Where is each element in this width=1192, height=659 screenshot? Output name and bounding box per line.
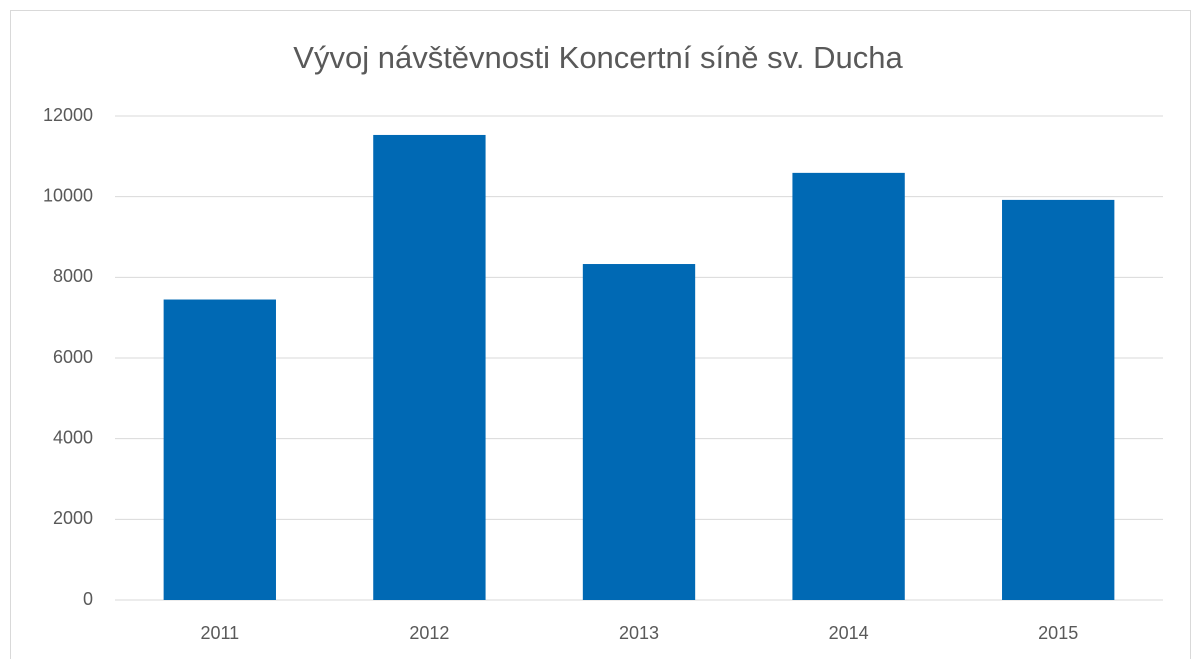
y-tick-label: 4000 — [53, 427, 93, 447]
x-tick-label: 2015 — [1038, 623, 1078, 643]
x-tick-label: 2011 — [200, 623, 239, 643]
x-tick-label: 2012 — [409, 623, 449, 643]
bar — [1002, 199, 1115, 601]
y-tick-label: 0 — [83, 589, 93, 609]
y-tick-label: 8000 — [53, 266, 93, 286]
bar — [582, 264, 696, 600]
y-tick-label: 2000 — [53, 508, 93, 528]
bar — [163, 299, 276, 600]
y-tick-label: 6000 — [53, 347, 93, 367]
bar — [792, 172, 905, 600]
bar — [373, 134, 486, 600]
x-tick-label: 2013 — [619, 623, 659, 643]
chart-title: Vývoj návštěvnosti Koncertní síně sv. Du… — [293, 40, 903, 75]
y-tick-label: 10000 — [43, 185, 93, 205]
x-tick-label: 2014 — [829, 623, 869, 643]
y-tick-label: 12000 — [43, 105, 93, 125]
